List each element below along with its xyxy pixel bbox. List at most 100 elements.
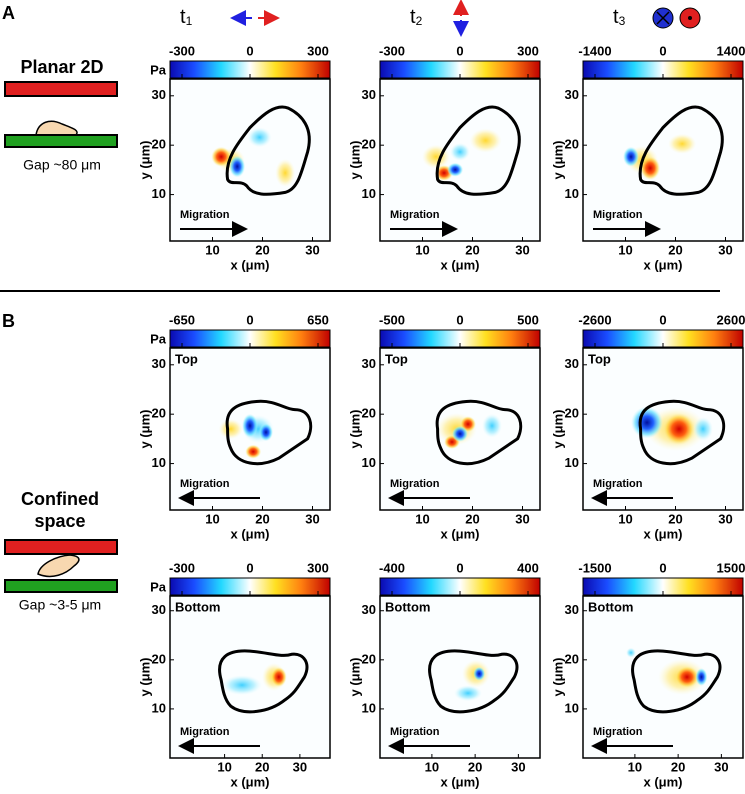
colorbar-tick-label: -1400 <box>578 43 611 58</box>
colorbar-tick-label: -300 <box>379 43 405 58</box>
x-tick-label: 20 <box>668 511 682 526</box>
cell-outline <box>638 105 724 196</box>
colorbar-tick-label: 0 <box>246 560 253 575</box>
colorbar-tick-label: -500 <box>379 312 405 327</box>
surface-label: Bottom <box>175 599 221 614</box>
colorbar-tick-label: 0 <box>659 560 666 575</box>
traction-blob <box>626 647 636 658</box>
colorbar-tick-label: 2600 <box>717 312 745 327</box>
colorbar-tick-label: 1400 <box>717 43 745 58</box>
x-tick-label: 20 <box>255 759 269 774</box>
x-tick-label: 10 <box>425 759 439 774</box>
x-tick-label: 30 <box>714 759 728 774</box>
traction-blob <box>218 419 243 439</box>
y-tick-label: 20 <box>152 651 166 666</box>
traction-blob <box>447 162 464 177</box>
y-tick-label: 20 <box>362 137 376 152</box>
x-tick-label: 20 <box>465 511 479 526</box>
colorbar-tick-label: -300 <box>169 43 195 58</box>
y-tick-label: 10 <box>362 455 376 470</box>
plot-frame <box>582 595 744 759</box>
column-header: t1 <box>180 6 193 28</box>
migration-label: Migration <box>593 726 643 738</box>
migration-label: Migration <box>390 478 440 490</box>
cell-outline <box>638 399 726 466</box>
traction-blob <box>640 156 661 181</box>
x-axis-label: x (μm) <box>230 774 269 789</box>
x-axis-label: x (μm) <box>230 257 269 272</box>
x-tick-label: 30 <box>511 759 525 774</box>
colorbar-tick-label: 400 <box>517 560 539 575</box>
cell-outline <box>428 649 519 714</box>
colorbar-tick-label: -400 <box>379 560 405 575</box>
cell-outline <box>225 399 313 466</box>
y-axis-label: y (μm) <box>137 140 152 179</box>
colorbar-tick-label: 500 <box>517 312 539 327</box>
plot-frame <box>379 347 541 511</box>
x-axis-label: x (μm) <box>643 526 682 541</box>
y-tick-label: 10 <box>152 186 166 201</box>
y-axis-label: y (μm) <box>550 657 565 696</box>
migration-label: Migration <box>180 726 230 738</box>
migration-label: Migration <box>180 209 230 221</box>
traction-blob <box>222 675 262 696</box>
confined-illustration <box>4 539 118 593</box>
cell-outline <box>225 105 311 196</box>
surface-label: Top <box>588 351 611 366</box>
heatmap <box>170 79 330 241</box>
colorbar-tick-label: 650 <box>307 312 329 327</box>
migration-label: Migration <box>390 726 440 738</box>
surface-label: Top <box>385 351 408 366</box>
y-axis-label: y (μm) <box>137 657 152 696</box>
y-tick-label: 20 <box>565 137 579 152</box>
y-tick-label: 30 <box>152 87 166 102</box>
colorbar-tick-label: 0 <box>659 43 666 58</box>
y-tick-label: 30 <box>565 356 579 371</box>
x-tick-label: 10 <box>628 759 642 774</box>
traction-blob <box>229 155 246 178</box>
x-tick-label: 20 <box>255 511 269 526</box>
traction-blob <box>668 133 697 154</box>
heatmap <box>380 348 540 510</box>
y-tick-label: 30 <box>362 87 376 102</box>
x-tick-label: 30 <box>305 511 319 526</box>
traction-blob <box>623 146 639 167</box>
x-tick-label: 30 <box>293 759 307 774</box>
side-title: Confined space <box>21 489 99 531</box>
y-axis-label: y (μm) <box>347 140 362 179</box>
traction-blob <box>259 423 273 442</box>
x-tick-label: 10 <box>205 511 219 526</box>
colorbar-tick-label: 0 <box>456 560 463 575</box>
y-tick-label: 10 <box>565 700 579 715</box>
y-tick-label: 10 <box>565 186 579 201</box>
x-tick-label: 20 <box>671 759 685 774</box>
plot-frame <box>582 347 744 511</box>
x-tick-label: 10 <box>415 511 429 526</box>
header-t: t <box>180 6 186 28</box>
header-sub: 3 <box>619 14 626 28</box>
x-tick-label: 10 <box>205 242 219 257</box>
traction-blob <box>675 666 699 688</box>
gap-label: Gap ~3-5 μm <box>19 597 101 613</box>
plot-frame <box>169 78 331 242</box>
x-axis-label: x (μm) <box>230 526 269 541</box>
colorbar-tick-label: 300 <box>307 560 329 575</box>
x-tick-label: 20 <box>255 242 269 257</box>
surface-label: Bottom <box>385 599 431 614</box>
heatmap <box>583 348 743 510</box>
y-axis-label: y (μm) <box>347 657 362 696</box>
heatmap <box>583 596 743 758</box>
heatmap <box>380 79 540 241</box>
migration-label: Migration <box>593 478 643 490</box>
x-tick-label: 20 <box>668 242 682 257</box>
header-t: t <box>613 6 619 28</box>
traction-blob <box>469 128 502 153</box>
traction-blob <box>482 413 502 438</box>
column-header: t2 <box>410 6 423 28</box>
plot-frame <box>582 78 744 242</box>
x-tick-label: 10 <box>217 759 231 774</box>
traction-blob <box>211 146 232 167</box>
gap-label: Gap ~80 μm <box>23 157 101 173</box>
y-tick-label: 10 <box>152 700 166 715</box>
